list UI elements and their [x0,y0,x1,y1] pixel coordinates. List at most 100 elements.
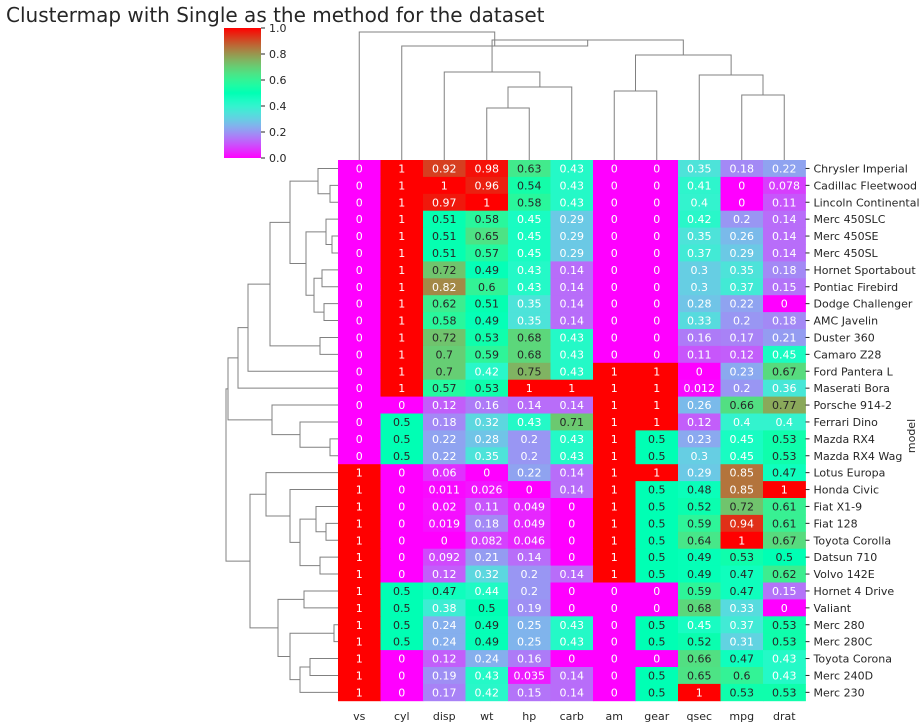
heatmap-cell [593,210,636,228]
heatmap-cell [678,548,721,566]
heatmap-cell [508,498,551,516]
cell-value-label: 0.19 [517,602,542,615]
cell-value-label: 0.14 [560,264,585,277]
cell-value-label: 0.49 [687,568,712,581]
heatmap-cell [720,447,764,465]
cell-value-label: 1 [398,179,405,192]
heatmap-cell [465,683,509,702]
colorbar-tick-label: 0.6 [269,74,287,87]
cell-value-label: 0.35 [475,450,500,463]
cell-value-label: 0.12 [730,348,755,361]
column-tick-label: qsec [686,710,712,723]
column-tick-label: wt [480,710,494,723]
heatmap-cell [763,312,806,330]
cell-value-label: 0 [398,686,405,699]
cell-value-label: 0 [398,467,405,480]
colorbar-tick-label: 0.8 [269,48,287,61]
heatmap-cell [380,176,424,195]
heatmap-cell [593,295,636,313]
row-dendrogram-link [319,556,338,575]
cell-value-label: 0 [356,264,363,277]
heatmap-cell [550,295,594,313]
heatmap-cell [763,464,806,482]
heatmap-cell [550,278,594,296]
cell-value-label: 0.23 [730,365,755,378]
heatmap-cell [720,295,764,313]
heatmap-cell [763,379,806,397]
cell-value-label: 0.5 [648,517,666,530]
heatmap-cell [423,379,466,397]
cell-value-label: 0.58 [432,315,457,328]
cell-value-label: 0.046 [514,534,546,547]
heatmap-cell [678,160,721,178]
row-dendrogram-link [289,632,334,681]
row-dendrogram-link [249,493,278,629]
heatmap-cell [423,430,466,448]
cell-value-label: 0.5 [648,568,666,581]
heatmap-cell [508,683,551,702]
cell-value-label: 0.4 [691,196,709,209]
heatmap-cell [550,498,594,516]
cell-value-label: 1 [653,365,660,378]
cell-value-label: 0.52 [687,500,712,513]
cell-value-label: 1 [356,686,363,699]
cell-value-label: 0.45 [687,619,712,632]
cell-value-label: 0.5 [648,500,666,513]
cell-value-label: 0.47 [432,585,457,598]
cell-value-label: 0.51 [475,298,500,311]
cell-value-label: 0 [611,686,618,699]
cell-value-label: 0.54 [517,179,542,192]
cell-value-label: 0.43 [517,281,542,294]
cell-value-label: 0.42 [687,213,712,226]
heatmap-cell [465,295,509,313]
heatmap-cell [508,362,551,381]
cell-value-label: 0 [568,653,575,666]
heatmap-cell [465,565,509,583]
cell-value-label: 0.38 [432,602,457,615]
heatmap-cell [550,430,594,448]
heatmap-cell [465,396,509,414]
heatmap-cell [550,616,594,634]
cell-value-label: 1 [653,467,660,480]
cell-value-label: 0.58 [517,196,542,209]
cell-value-label: 0.12 [432,399,457,412]
cell-value-label: 0 [356,196,363,209]
heatmap-cell [338,261,381,279]
heatmap-cell [635,667,679,685]
heatmap-cell [465,582,509,600]
row-dendrogram-link [321,269,338,288]
heatmap-grid: 0 1 0.92 0.98 0.63 0.43 0 0 0.35 0.18 0.22 0 1 1 0.96 0… [338,160,806,702]
heatmap-cell [635,329,679,347]
row-tick-label: Hornet Sportabout [814,264,917,277]
row-dendrogram-link [289,489,338,543]
heatmap-cell [338,531,381,550]
heatmap-cell [338,667,381,685]
cell-value-label: 0 [356,315,363,328]
heatmap-cell [720,464,764,482]
row-tick-label: Volvo 142E [814,568,875,581]
row-tick-label: Datsun 710 [814,551,878,564]
heatmap-cell [338,413,381,431]
heatmap-cell [465,227,509,245]
heatmap-cell [465,312,509,330]
heatmap-cell [720,430,764,448]
cell-value-label: 0.97 [432,196,457,209]
heatmap-cell [720,362,764,381]
heatmap-cell [720,379,764,397]
heatmap-cell [635,481,679,499]
cell-value-label: 0.43 [475,669,500,682]
cell-value-label: 0.2 [521,450,539,463]
column-dendrogram-link [443,71,541,160]
heatmap-cell [423,227,466,245]
cell-value-label: 1 [483,196,490,209]
cell-value-label: 0.45 [517,247,542,260]
cell-value-label: 0 [611,669,618,682]
cell-value-label: 1 [611,433,618,446]
cell-value-label: 0.2 [733,213,751,226]
cell-value-label: 0 [653,179,660,192]
heatmap-cell [678,565,721,583]
cell-value-label: 0.14 [772,230,797,243]
cell-value-label: 0.59 [475,348,500,361]
heatmap-cell [380,329,424,347]
cell-value-label: 0.61 [772,500,797,513]
